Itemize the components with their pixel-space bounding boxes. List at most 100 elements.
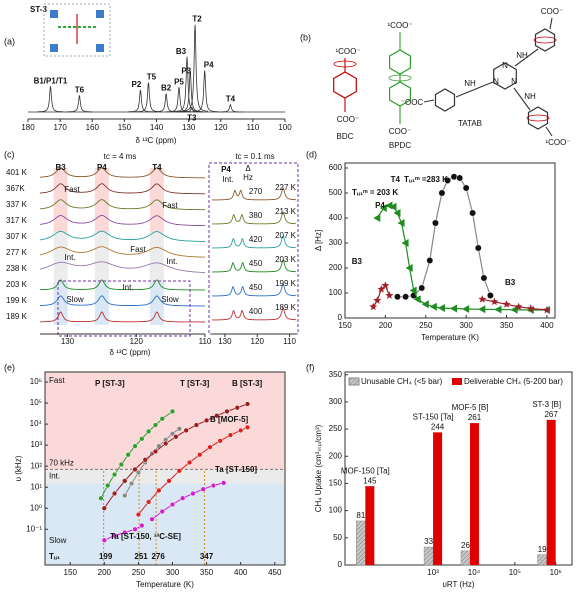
regime-label: Fast: [64, 185, 80, 194]
x-tick-label: 350: [500, 321, 514, 330]
x-tick-label: 130: [61, 337, 75, 346]
regime-label: Int.: [122, 283, 133, 292]
tu1-value: 199: [99, 552, 113, 561]
marker: [474, 244, 482, 252]
marker: [437, 304, 445, 312]
regime-label: Fast: [162, 201, 178, 210]
splitting-label: 450: [249, 283, 263, 292]
marker: [421, 300, 429, 309]
temperature-label: 199 K: [275, 279, 297, 288]
annotation: Tᵤ₁ᵐ =283 K: [404, 175, 448, 184]
x-tick-label: 300: [459, 321, 473, 330]
marker: [234, 405, 240, 411]
x-tick-label: 10⁴: [468, 568, 481, 577]
x-tick-label: 400: [540, 321, 554, 330]
atom-label: COO⁻: [337, 115, 359, 124]
splitting-label: 450: [249, 259, 263, 268]
bar: [365, 486, 375, 565]
regime-band: [149, 232, 164, 282]
peak-label: P4: [204, 61, 214, 70]
y-tick-label: 200: [329, 263, 343, 272]
x-tick-label: 400: [234, 568, 248, 577]
value-label: 26: [461, 541, 470, 550]
regime-band: [53, 282, 68, 325]
annotation: B3: [505, 278, 516, 287]
spectrum-trace: [212, 283, 296, 297]
marker: [244, 424, 251, 431]
peak-label: P4: [221, 165, 231, 174]
series-label: B3: [352, 257, 363, 266]
y-tick-label: 150: [329, 479, 343, 488]
marker: [101, 505, 107, 511]
marker: [227, 432, 234, 438]
series-label: P4: [375, 201, 385, 210]
peak: [179, 106, 205, 113]
y-tick-label: 10⁻¹: [26, 524, 42, 533]
temperature-label: 238 K: [6, 264, 28, 273]
ring: [434, 88, 456, 112]
marker: [166, 478, 172, 484]
marker: [135, 469, 142, 476]
marker: [486, 292, 494, 299]
marker: [152, 422, 159, 428]
y-tick-label: 400: [329, 213, 343, 222]
spectrum-trace: [39, 246, 206, 258]
plot-frame: [344, 162, 556, 319]
peak-label: T4: [226, 95, 236, 104]
marker: [173, 434, 179, 440]
marker: [418, 284, 426, 292]
regime-band: [94, 282, 109, 325]
x-tick-label: 120: [214, 123, 228, 132]
rotation-arrow: [526, 114, 550, 122]
panel-label: (e): [4, 362, 15, 372]
value-label: 145: [363, 476, 377, 485]
spectrum-trace: [212, 307, 296, 321]
y-tick-label: 300: [329, 238, 343, 247]
series-label: Ta [ST-150, ¹³C-SE]: [110, 532, 181, 541]
value-label: 81: [356, 511, 365, 520]
ring: [333, 71, 357, 99]
x-tick-label: 250: [132, 568, 146, 577]
y-tick-label: 100: [329, 288, 343, 297]
value-label: 33: [424, 537, 433, 546]
marker: [462, 184, 470, 192]
temperature-label: 213 K: [275, 207, 297, 216]
splitting-label: 380: [249, 211, 263, 220]
temperature-label: 337 K: [6, 200, 28, 209]
y-tick-label: 100: [329, 506, 343, 515]
peak-label: P3: [181, 67, 191, 76]
marker: [510, 305, 518, 314]
x-tick-label: 10⁵: [509, 568, 521, 577]
bar: [537, 554, 547, 566]
regime-band: [53, 232, 68, 282]
spectrum-trace: [212, 187, 296, 201]
peak-label: P5: [174, 77, 184, 86]
x-axis-label: υRT (Hz): [442, 580, 474, 589]
marker: [214, 413, 220, 419]
peak: [182, 24, 208, 112]
temperature-label: 317 K: [6, 216, 28, 225]
spectrum-trace: [40, 311, 205, 323]
tu1-value: 251: [134, 552, 148, 561]
x-tick-label: 350: [200, 568, 214, 577]
ring: [389, 49, 411, 75]
bond: [545, 126, 553, 137]
marker: [429, 302, 437, 311]
peak-label: T4: [152, 163, 162, 172]
marker: [393, 209, 401, 217]
peak: [177, 70, 204, 113]
ring: [534, 28, 556, 52]
category-label: ST-150 [Ta]: [413, 412, 454, 421]
peak-label: T6: [75, 86, 85, 95]
legend-label: Unusable CH₄ (<5 bar): [361, 377, 443, 386]
spectrum-trace: [39, 230, 205, 242]
y-axis-label: Δ [Hz]: [314, 230, 323, 251]
y-axis-label: CH₄ Uptake (cm³ₛₜₚ/cm³): [314, 424, 323, 512]
spectrum-trace: [40, 183, 205, 195]
marker: [401, 239, 409, 247]
delta-label: Δ: [245, 164, 251, 173]
bar: [546, 419, 556, 565]
atom-label: NH: [516, 51, 528, 60]
marker: [156, 487, 162, 494]
x-tick-label: 110: [283, 337, 296, 346]
